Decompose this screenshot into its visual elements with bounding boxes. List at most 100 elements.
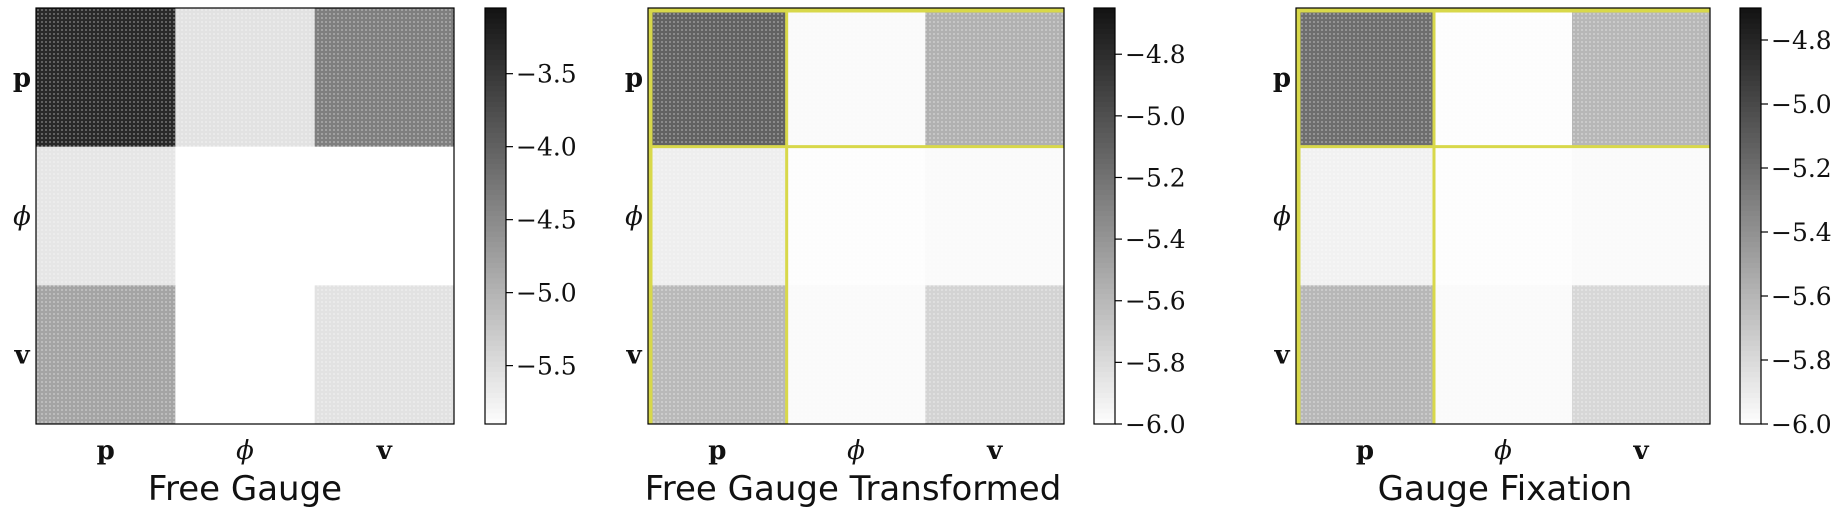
colorbar-step [485, 320, 506, 326]
colorbar-step [485, 351, 506, 357]
colorbar-tick-label: −5.4 [1771, 218, 1832, 247]
colorbar-step [1094, 231, 1115, 238]
colorbar-step [1740, 75, 1761, 82]
colorbar-frame [1739, 7, 1762, 425]
colorbar-step [1740, 216, 1761, 222]
cell-texture [925, 285, 1064, 424]
colorbar-step [1094, 23, 1115, 30]
colorbar-step [1740, 351, 1761, 357]
colorbar-step [1740, 195, 1761, 201]
colorbar-step [1094, 226, 1115, 233]
colorbar-step [1740, 148, 1761, 155]
colorbar-step [1740, 23, 1761, 30]
plot-frame [1295, 7, 1711, 425]
y-tick-label: ϕ [13, 202, 31, 232]
cell-texture [648, 8, 787, 147]
colorbar-step [1094, 101, 1115, 108]
colorbar-step [1740, 54, 1761, 61]
colorbar-step [485, 106, 506, 113]
y-tick-label: p [13, 63, 31, 93]
cell-texture [786, 146, 926, 286]
colorbar-step [1094, 28, 1115, 35]
x-tick-label: p [708, 436, 726, 466]
colorbar-step [1094, 174, 1115, 181]
colorbar-step [485, 226, 506, 233]
colorbar-step [1094, 325, 1115, 331]
x-tick-label: ϕ [847, 436, 865, 466]
y-tick-label: p [1273, 63, 1291, 93]
colorbar-step [1094, 330, 1115, 337]
colorbar-step [485, 372, 506, 378]
colorbar-step [1740, 252, 1761, 259]
colorbar-step [485, 236, 506, 243]
colorbar-step [1740, 60, 1761, 66]
colorbar: −4.8 −5.0 −5.2 −5.4 −5.6 −5.8 −6.0 [1093, 7, 1186, 439]
colorbar-step [1740, 106, 1761, 113]
y-tick-label: ϕ [625, 202, 643, 232]
colorbar-step [1094, 392, 1115, 399]
colorbar-step [1740, 392, 1761, 399]
colorbar-step [1740, 80, 1761, 87]
x-tick-label: p [97, 436, 115, 466]
colorbar-step [1094, 413, 1115, 420]
colorbar-step [1740, 34, 1761, 40]
colorbar-step [485, 299, 506, 305]
colorbar-step [485, 257, 506, 264]
panel-title: Free Gauge Transformed [645, 469, 1062, 509]
colorbar-step [1094, 361, 1115, 368]
colorbar-step [485, 335, 506, 342]
colorbar-step [1094, 366, 1115, 373]
colorbar-step [1094, 408, 1115, 415]
colorbar-step [1740, 398, 1761, 404]
colorbar-step [485, 127, 506, 134]
colorbar-tick-label: −5.5 [516, 352, 577, 381]
colorbar-step [1740, 247, 1761, 253]
cell-texture [36, 8, 176, 147]
colorbar-tick-label: −5.8 [1125, 348, 1186, 377]
colorbar-step [1740, 304, 1761, 311]
colorbar-step [1094, 164, 1115, 170]
y-tick-label: p [625, 63, 643, 93]
colorbar-tick-label: −3.5 [516, 60, 577, 89]
cell-texture [786, 8, 926, 147]
colorbar: −3.5 −4.0 −4.5 −5.0 −5.5 [484, 7, 577, 425]
colorbar-step [485, 325, 506, 331]
colorbar-step [485, 169, 506, 175]
colorbar-step [485, 143, 506, 149]
colorbar-step [485, 138, 506, 144]
colorbar-step [1740, 268, 1761, 274]
colorbar-frame [1093, 7, 1116, 425]
colorbar-step [1094, 268, 1115, 274]
panel-title: Free Gauge [148, 469, 342, 509]
colorbar-step [1740, 413, 1761, 420]
colorbar-step [1094, 377, 1115, 383]
colorbar-step [1094, 13, 1115, 19]
colorbar-step [1094, 138, 1115, 144]
cell-texture [1296, 285, 1434, 424]
colorbar-step [1094, 242, 1115, 248]
x-tick-label: v [376, 436, 393, 466]
colorbar-step [1740, 366, 1761, 373]
colorbar-step [1094, 288, 1115, 295]
colorbar-step [1094, 210, 1115, 217]
colorbar-step [1740, 309, 1761, 316]
colorbar-step [485, 28, 506, 35]
colorbar-step [1740, 257, 1761, 264]
cell-texture [786, 285, 926, 424]
colorbar-step [485, 377, 506, 383]
colorbar-step [485, 39, 506, 45]
colorbar-step [485, 340, 506, 347]
colorbar-step [485, 346, 506, 352]
colorbar-step [1740, 158, 1761, 165]
colorbar-step [1094, 106, 1115, 113]
colorbar-step [1094, 117, 1115, 123]
colorbar-step [1094, 54, 1115, 61]
colorbar-step [1094, 169, 1115, 175]
colorbar-step [485, 195, 506, 201]
colorbar-step [1094, 262, 1115, 269]
colorbar-step [1740, 320, 1761, 326]
colorbar-step [1094, 205, 1115, 212]
colorbar-step [485, 44, 506, 51]
